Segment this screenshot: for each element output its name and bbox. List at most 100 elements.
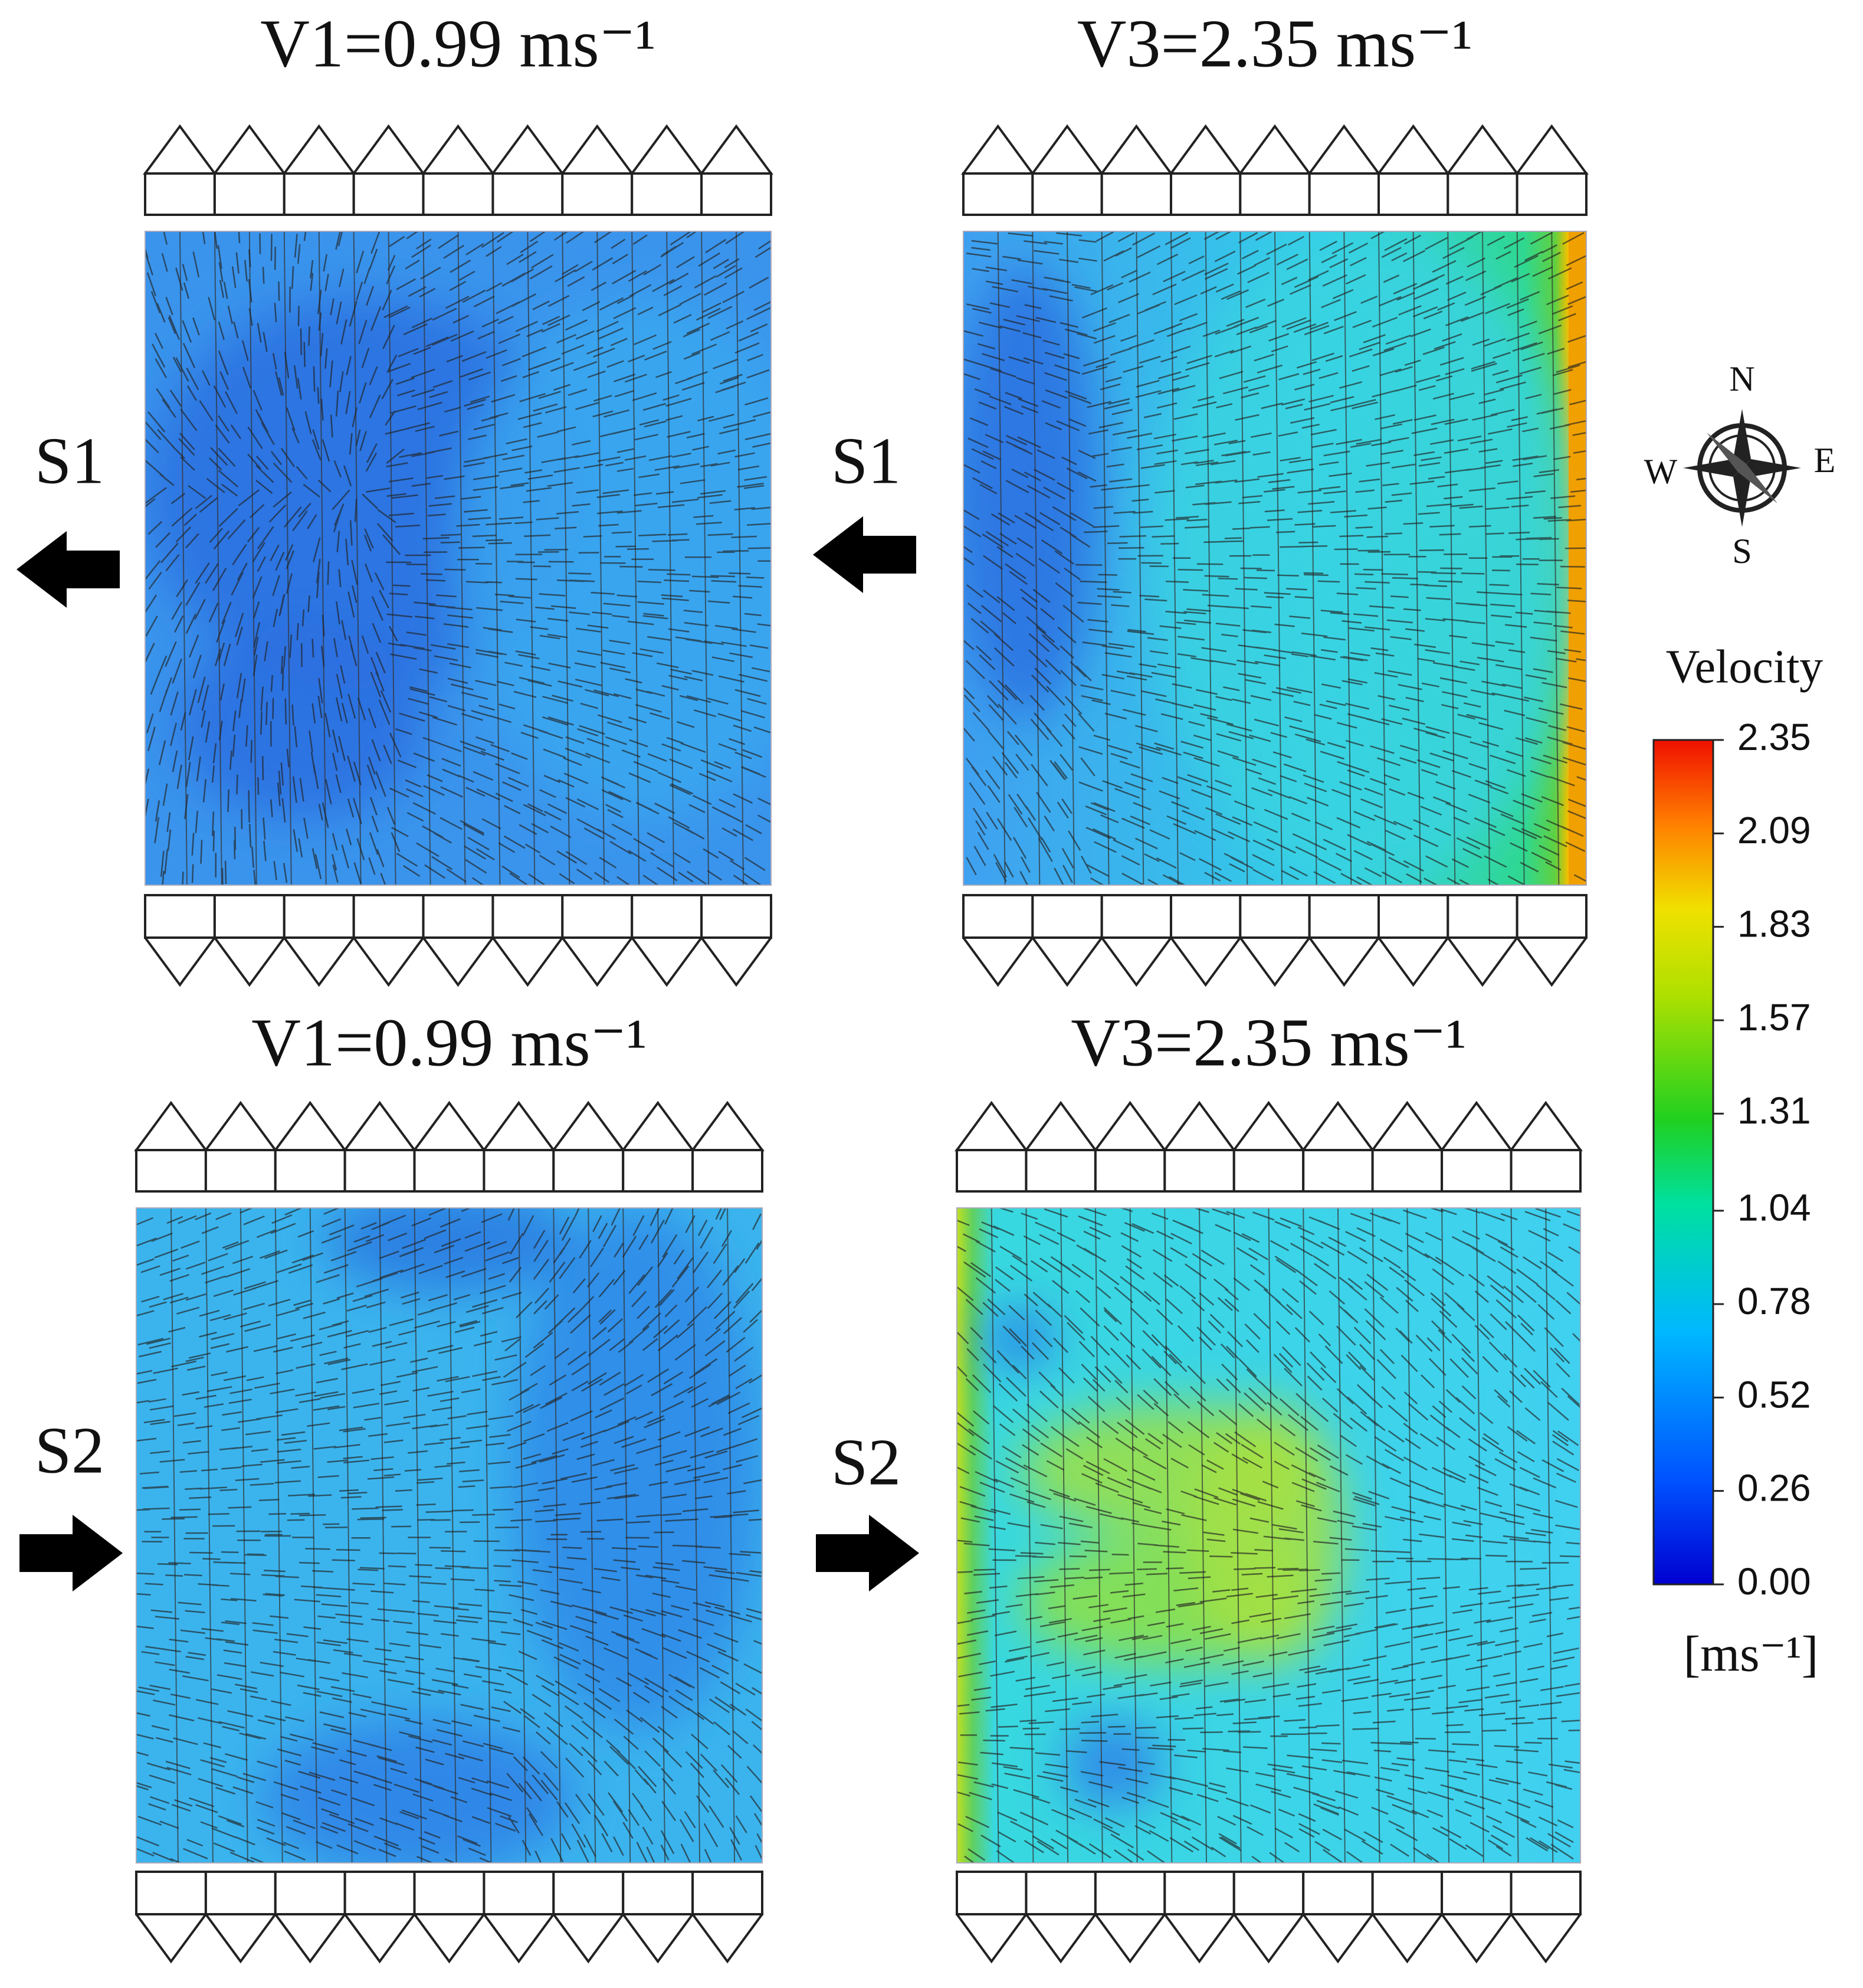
grid-strip (1136, 231, 1144, 885)
grid-strip (1129, 1208, 1138, 1863)
flow-vectors (145, 231, 771, 885)
hood-top (961, 124, 1035, 216)
hood-bottom (1100, 894, 1172, 987)
grid-strip (379, 1208, 388, 1863)
hood-top (1162, 1101, 1236, 1193)
hood-top (481, 1101, 556, 1193)
colorbar-title: Velocity (1666, 641, 1823, 693)
grid-strip (388, 231, 396, 885)
colorbar-tick-label: 0.52 (1737, 1373, 1811, 1416)
grid-strip (483, 1208, 492, 1863)
inlet-label: S2 (35, 1414, 104, 1488)
hood-bottom (1510, 1871, 1582, 1964)
panel: V3=2.35 ms⁻¹ S1 (813, 6, 1589, 987)
colorbar-tick-label: 1.04 (1737, 1187, 1811, 1229)
colorbar-tick-label: 1.83 (1737, 903, 1811, 945)
hood-bottom (144, 894, 216, 987)
hood-bottom (1302, 1871, 1374, 1964)
hood-bottom (413, 1871, 486, 1964)
grid-strip (214, 231, 222, 885)
hood-top (1370, 1101, 1445, 1193)
field-border (963, 231, 1587, 886)
field-border (136, 1207, 763, 1863)
hood-bottom (213, 894, 286, 987)
flow-arrow (813, 516, 916, 593)
grid-strip (1067, 231, 1075, 885)
velocity-field (963, 231, 1586, 885)
field-shading (261, 1208, 762, 1863)
grid-strip (344, 1208, 353, 1863)
grid-strip (318, 231, 327, 885)
hood-top (1030, 124, 1104, 216)
hood-bottom (1170, 894, 1242, 987)
grid-strip (1205, 231, 1213, 885)
grid-strip (701, 231, 710, 885)
colorbar-tick-label: 0.26 (1737, 1467, 1811, 1509)
hood-top (342, 1101, 417, 1193)
panel: V1=0.99 ms⁻¹ S2 (19, 1006, 765, 1964)
panel: V1=0.99 ms⁻¹ S1 (17, 6, 773, 987)
field-blob (176, 623, 427, 820)
grid-strip (1199, 1208, 1208, 1863)
grid-strip (179, 231, 188, 885)
grid-strip (283, 231, 292, 885)
compass-n: N (1729, 359, 1754, 398)
hood-top (629, 124, 704, 216)
hood-bottom (631, 894, 703, 987)
grid-strip (1343, 231, 1352, 885)
grid-strip (1378, 231, 1386, 885)
hood-top (490, 124, 565, 216)
grid-strip (1268, 1208, 1277, 1863)
panel-title: V3=2.35 ms⁻¹ (1071, 1006, 1467, 1081)
grid-strip (414, 1208, 422, 1863)
panel-title: V3=2.35 ms⁻¹ (1077, 6, 1473, 82)
velocity-field (957, 1208, 1580, 1863)
hood-bottom (491, 894, 564, 987)
grid-strip (588, 1208, 596, 1863)
hood-top (1439, 1101, 1514, 1193)
hood-bottom (135, 1871, 207, 1964)
grid-strip (1441, 1208, 1450, 1863)
hood-bottom (1441, 1871, 1513, 1964)
hood-bottom (1447, 894, 1518, 987)
hood-top (412, 1101, 487, 1193)
field-blob (511, 1208, 762, 1732)
field-blob (261, 1718, 575, 1863)
hood-bottom (422, 894, 494, 987)
hood-bottom (1163, 1871, 1235, 1964)
colorbar-tick-label: 0.78 (1737, 1280, 1811, 1322)
field-blob (1150, 231, 1586, 885)
grid-strip (248, 231, 257, 885)
grid-strip (1233, 1208, 1242, 1863)
panel: V3=2.35 ms⁻¹ S2 (816, 1006, 1583, 1964)
grid-strip (1412, 231, 1421, 885)
hood-top (421, 124, 496, 216)
hood-top (621, 1101, 696, 1193)
hood-top (212, 124, 287, 216)
inlet-label: S2 (831, 1426, 901, 1499)
grid-strip (622, 1208, 631, 1863)
hood-bottom (962, 894, 1034, 987)
hood-top (134, 1101, 208, 1193)
colorbar-tick-label: 0.00 (1737, 1560, 1811, 1603)
grid-strip (1516, 231, 1525, 885)
hood-bottom (1031, 894, 1103, 987)
grid-strip (1025, 1208, 1034, 1863)
flow-arrow (17, 531, 120, 608)
hood-top (1376, 124, 1451, 216)
hood-top (1514, 124, 1589, 216)
hood-bottom (691, 1871, 763, 1964)
hood-bottom (1232, 1871, 1305, 1964)
flow-arrow (19, 1515, 123, 1591)
grid-strip (1303, 1208, 1311, 1863)
grid-strip (1406, 1208, 1415, 1863)
colorbar-tick-label: 2.35 (1737, 716, 1811, 758)
hood-top (1231, 1101, 1306, 1193)
hood-top (955, 1101, 1029, 1193)
hood-bottom (700, 894, 772, 987)
hood-bottom (1025, 1871, 1097, 1964)
grid-strip (1545, 1208, 1554, 1863)
hood-top (1093, 1101, 1167, 1193)
field-blob (458, 296, 771, 820)
